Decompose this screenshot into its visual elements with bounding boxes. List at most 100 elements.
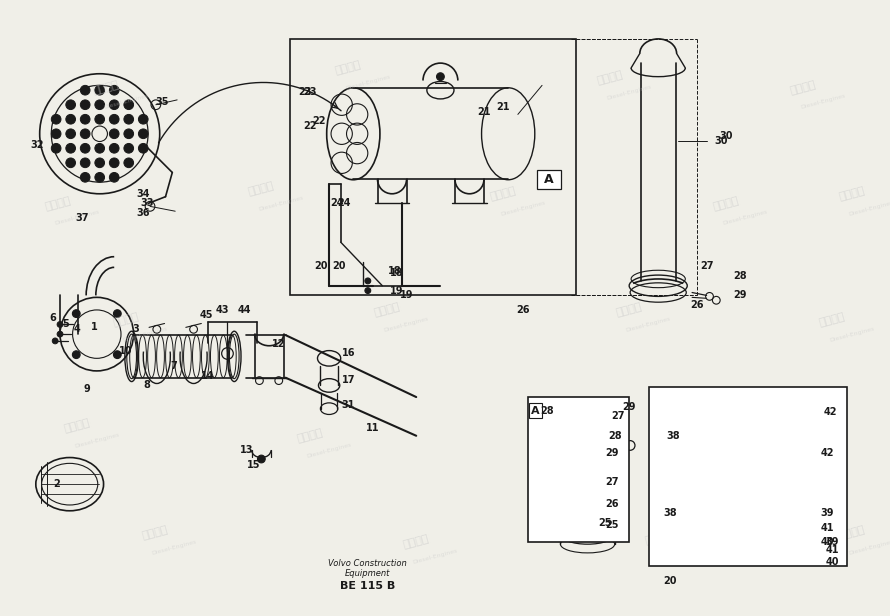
Text: Diesel-Engines: Diesel-Engines	[771, 442, 817, 459]
Text: 14: 14	[201, 371, 214, 381]
Circle shape	[109, 129, 119, 139]
Text: 5: 5	[62, 320, 69, 330]
Text: 柴发动力: 柴发动力	[818, 311, 846, 328]
Text: 26: 26	[605, 498, 619, 509]
Text: 16: 16	[342, 349, 355, 359]
Text: 45: 45	[199, 310, 213, 320]
Text: Diesel-Engines: Diesel-Engines	[800, 94, 846, 110]
Text: 18: 18	[390, 268, 404, 278]
Text: 42: 42	[821, 448, 834, 458]
Circle shape	[109, 115, 119, 124]
Text: 23: 23	[303, 87, 317, 97]
Text: Diesel-Engines: Diesel-Engines	[626, 316, 672, 333]
Text: 柴发动力: 柴发动力	[644, 529, 672, 546]
Text: 柴发动力: 柴发动力	[44, 195, 72, 212]
Text: 27: 27	[605, 477, 619, 487]
Text: 柴发动力: 柴发动力	[63, 418, 92, 434]
Text: 40: 40	[826, 557, 839, 567]
Circle shape	[52, 129, 61, 139]
Text: 28: 28	[733, 271, 748, 281]
Text: 7: 7	[171, 361, 178, 371]
Text: 10: 10	[119, 346, 133, 355]
Text: 29: 29	[733, 290, 748, 301]
Circle shape	[72, 351, 80, 359]
Bar	[528, 397, 629, 542]
Text: Diesel-Engines: Diesel-Engines	[848, 538, 890, 556]
Text: 39: 39	[821, 508, 834, 518]
Circle shape	[80, 129, 90, 139]
Text: 41: 41	[826, 545, 839, 555]
Text: 11: 11	[366, 423, 379, 433]
Text: 32: 32	[30, 140, 44, 150]
Text: 38: 38	[666, 431, 680, 441]
Text: 26: 26	[516, 305, 530, 315]
Text: 柴发动力: 柴发动力	[335, 60, 362, 76]
Text: 24: 24	[337, 198, 351, 208]
Text: 36: 36	[136, 208, 150, 218]
Circle shape	[95, 115, 104, 124]
Bar	[538, 169, 562, 189]
Text: 4: 4	[74, 324, 81, 334]
Text: 8: 8	[143, 381, 150, 391]
Text: 15: 15	[247, 460, 261, 470]
Text: Volvo Construction: Volvo Construction	[328, 559, 408, 568]
Text: 柴发动力: 柴发动力	[615, 302, 643, 318]
Text: 柴发动力: 柴发动力	[760, 428, 789, 444]
Text: 6: 6	[50, 313, 57, 323]
Circle shape	[109, 172, 119, 182]
Text: 18: 18	[388, 266, 401, 276]
Text: Diesel-Engines: Diesel-Engines	[151, 538, 198, 556]
Circle shape	[66, 129, 76, 139]
Circle shape	[95, 100, 104, 110]
Bar	[290, 39, 576, 296]
Text: Diesel-Engines: Diesel-Engines	[413, 548, 458, 565]
Text: 41: 41	[821, 523, 834, 533]
Text: 22: 22	[303, 121, 317, 131]
Text: 21: 21	[497, 102, 510, 111]
Circle shape	[109, 86, 119, 95]
Text: 9: 9	[84, 384, 91, 394]
Text: 37: 37	[76, 213, 89, 223]
Text: 20: 20	[332, 261, 345, 272]
Text: Diesel-Engines: Diesel-Engines	[548, 442, 595, 459]
Text: 柴发动力: 柴发动力	[712, 195, 740, 212]
Circle shape	[139, 144, 148, 153]
Circle shape	[437, 73, 444, 81]
Text: 24: 24	[330, 198, 344, 208]
Text: 27: 27	[611, 411, 624, 421]
Circle shape	[72, 310, 80, 317]
Circle shape	[95, 86, 104, 95]
Circle shape	[139, 115, 148, 124]
Text: 3: 3	[132, 324, 139, 334]
Text: 44: 44	[237, 305, 251, 315]
Text: Diesel-Engines: Diesel-Engines	[122, 326, 168, 342]
Text: Diesel-Engines: Diesel-Engines	[654, 543, 700, 561]
Text: Diesel-Engines: Diesel-Engines	[384, 316, 430, 333]
Text: 42: 42	[824, 407, 837, 416]
Text: 26: 26	[690, 300, 704, 310]
Circle shape	[57, 331, 63, 337]
Text: Diesel-Engines: Diesel-Engines	[258, 195, 303, 212]
Text: Diesel-Engines: Diesel-Engines	[102, 94, 149, 110]
Text: BE 115 B: BE 115 B	[340, 581, 395, 591]
Circle shape	[124, 100, 134, 110]
Circle shape	[80, 158, 90, 168]
Text: 17: 17	[342, 375, 355, 384]
Circle shape	[95, 144, 104, 153]
Text: 柴发动力: 柴发动力	[402, 534, 430, 551]
Text: 12: 12	[272, 339, 286, 349]
Text: 柴发动力: 柴发动力	[837, 524, 866, 541]
Text: 20: 20	[314, 261, 328, 272]
Text: Diesel-Engines: Diesel-Engines	[848, 200, 890, 217]
Text: Diesel-Engines: Diesel-Engines	[499, 200, 546, 217]
Text: 19: 19	[390, 286, 403, 296]
Circle shape	[52, 144, 61, 153]
Text: Diesel-Engines: Diesel-Engines	[829, 326, 875, 342]
Text: Diesel-Engines: Diesel-Engines	[723, 209, 768, 227]
Circle shape	[80, 115, 90, 124]
Text: 28: 28	[608, 431, 621, 441]
Text: 柴发动力: 柴发动力	[595, 70, 624, 86]
Text: 25: 25	[598, 518, 611, 528]
Text: 柴发动力: 柴发动力	[247, 180, 275, 197]
Text: 柴发动力: 柴发动力	[837, 185, 866, 202]
